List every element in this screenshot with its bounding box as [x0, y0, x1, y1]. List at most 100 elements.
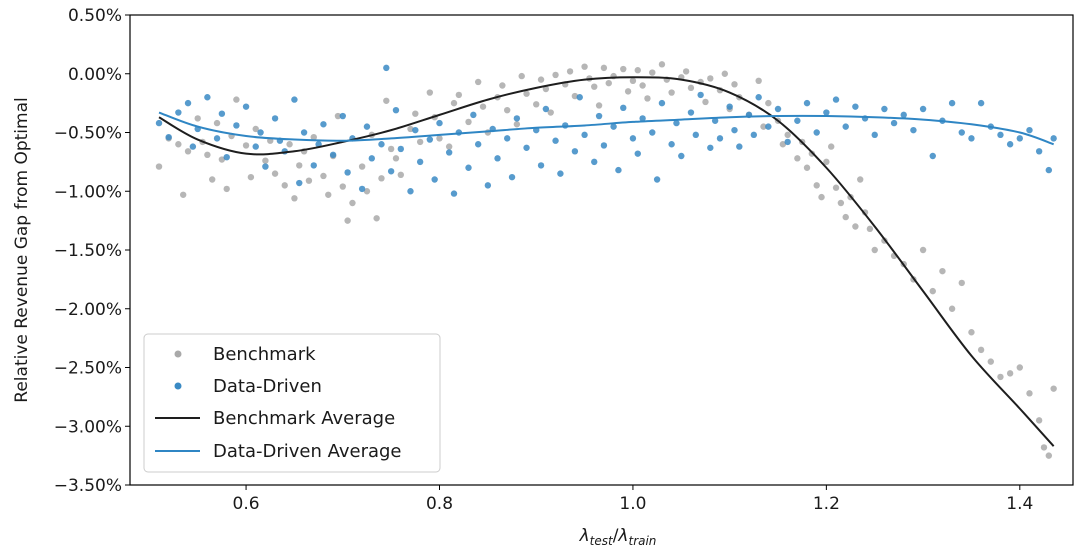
data-driven-average-line — [158, 111, 1054, 146]
data-driven-point — [997, 131, 1004, 139]
data-driven-point — [842, 123, 849, 130]
benchmark-point — [803, 164, 811, 171]
data-driven-point — [484, 182, 492, 189]
benchmark-point — [649, 69, 656, 76]
data-driven-point — [513, 115, 521, 122]
benchmark-point — [479, 103, 487, 110]
data-driven-point — [368, 155, 375, 162]
benchmark-point — [1035, 417, 1043, 424]
x-axis-title-separator: / — [613, 526, 619, 546]
x-tick-label: 0.8 — [426, 494, 453, 514]
benchmark-point — [320, 172, 327, 180]
y-tick-label: −1.50% — [54, 241, 122, 261]
benchmark-point — [842, 213, 849, 221]
benchmark-point — [968, 329, 975, 336]
benchmark-point — [794, 155, 801, 162]
benchmark-point — [412, 110, 419, 117]
data-driven-point — [673, 119, 680, 127]
benchmark-point — [828, 143, 835, 150]
data-driven-point — [697, 91, 704, 99]
benchmark-point — [513, 121, 521, 128]
benchmark-point — [731, 81, 738, 88]
benchmark-point — [291, 195, 298, 202]
benchmark-point — [204, 151, 211, 159]
data-driven-point — [658, 99, 666, 107]
benchmark-point — [624, 88, 632, 95]
x-tick-label: 1.4 — [1006, 494, 1033, 514]
data-driven-point — [218, 110, 226, 117]
benchmark-point — [387, 145, 395, 153]
data-driven-point — [552, 137, 559, 144]
legend-label-data-driven-average: Data-Driven Average — [213, 441, 402, 462]
data-driven-point — [794, 117, 801, 124]
benchmark-point — [542, 85, 550, 93]
benchmark-point — [262, 157, 269, 164]
y-tick-label: 0.50% — [68, 6, 122, 26]
x-axis-title-symbol-1: λ — [579, 526, 590, 546]
benchmark-point — [533, 101, 540, 108]
data-driven-point — [426, 136, 434, 143]
benchmark-point — [504, 106, 511, 114]
benchmark-point — [871, 246, 878, 254]
data-driven-point — [184, 99, 192, 107]
benchmark-point — [547, 109, 554, 116]
legend-label-data-driven: Data-Driven — [213, 376, 322, 397]
benchmark-point — [629, 77, 637, 85]
benchmark-point — [286, 141, 293, 148]
data-driven-point — [968, 135, 975, 142]
data-driven-point — [890, 119, 898, 127]
data-driven-point — [571, 148, 579, 155]
data-driven-point — [803, 99, 811, 107]
benchmark-point — [213, 119, 221, 127]
benchmark-point — [450, 99, 458, 107]
benchmark-point — [537, 76, 545, 83]
data-driven-point — [595, 112, 603, 120]
y-tick-label: −3.00% — [54, 417, 122, 437]
benchmark-point — [1040, 444, 1048, 451]
benchmark-point — [552, 71, 559, 79]
data-driven-point — [291, 96, 298, 103]
data-driven-point — [320, 121, 327, 128]
y-tick-label: 0.00% — [68, 65, 122, 85]
data-driven-point — [629, 135, 637, 142]
benchmark-point — [644, 95, 651, 102]
benchmark-point — [1026, 390, 1033, 397]
data-driven-point — [233, 122, 240, 129]
benchmark-point — [383, 97, 390, 104]
x-tick-label: 1.0 — [619, 494, 646, 514]
data-driven-point — [271, 115, 279, 122]
benchmark-point — [179, 191, 187, 198]
benchmark-point — [755, 77, 762, 85]
data-driven-point — [948, 99, 956, 107]
legend-box — [143, 333, 441, 473]
benchmark-point — [939, 267, 946, 275]
data-driven-point — [581, 131, 588, 139]
data-driven-point — [363, 123, 371, 130]
benchmark-point — [218, 156, 226, 163]
data-driven-point — [436, 119, 443, 127]
benchmark-point — [397, 171, 405, 178]
data-driven-point — [407, 188, 414, 195]
data-driven-point — [329, 151, 337, 159]
benchmark-point — [639, 82, 646, 89]
benchmark-point — [209, 176, 216, 183]
x-axis: 0.6 0.8 1.0 1.2 1.4 — [233, 485, 1033, 514]
data-driven-point — [242, 103, 250, 110]
benchmark-point — [281, 182, 288, 189]
benchmark-point — [378, 175, 385, 182]
data-driven-point — [610, 123, 617, 130]
data-driven-point — [852, 103, 859, 110]
benchmark-point — [634, 67, 641, 74]
data-driven-point — [1035, 148, 1043, 155]
benchmark-point — [223, 185, 230, 193]
data-driven-point — [296, 179, 303, 187]
data-driven-point — [155, 119, 163, 127]
benchmark-point — [852, 223, 859, 230]
benchmark-point — [334, 112, 342, 120]
line-layer — [158, 76, 1055, 447]
benchmark-point — [818, 193, 825, 201]
benchmark-point — [707, 75, 714, 82]
x-axis-title: λtest/λtrain — [579, 526, 657, 548]
data-driven-point — [252, 143, 259, 150]
benchmark-point — [184, 148, 192, 155]
